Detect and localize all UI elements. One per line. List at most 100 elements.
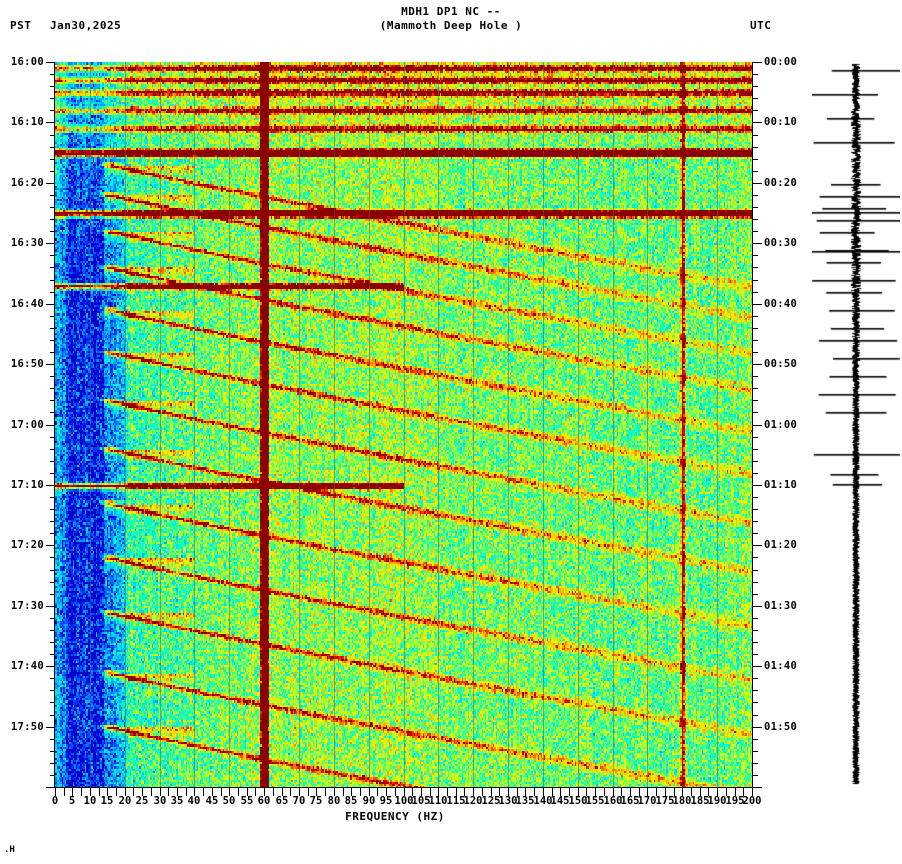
frequency-label: 60 — [257, 795, 271, 807]
time-tick-minor — [50, 449, 55, 450]
time-tick-minor — [753, 521, 758, 522]
frequency-label: 35 — [170, 795, 184, 807]
frequency-label: 10 — [83, 795, 97, 807]
time-tick-minor — [50, 618, 55, 619]
frequency-label: 130 — [498, 795, 518, 807]
frequency-label: 165 — [620, 795, 640, 807]
frequency-tick-minor — [412, 788, 413, 796]
frequency-tick-minor — [621, 788, 622, 796]
time-tick-minor — [50, 533, 55, 534]
time-tick-minor — [753, 86, 758, 87]
frequency-label: 135 — [515, 795, 535, 807]
frequency-label: 65 — [275, 795, 289, 807]
frequency-tick-minor — [186, 788, 187, 796]
frequency-tick — [212, 788, 213, 796]
time-tick-minor — [753, 340, 758, 341]
time-label-left: 17:40 — [10, 660, 44, 672]
time-tick-minor — [753, 255, 758, 256]
frequency-label: 40 — [187, 795, 201, 807]
frequency-tick — [90, 788, 91, 796]
time-tick-minor — [753, 219, 758, 220]
frequency-tick — [578, 788, 579, 796]
time-label-right: 01:40 — [764, 660, 798, 672]
time-tick-minor — [753, 292, 758, 293]
frequency-tick — [613, 788, 614, 796]
time-tick-minor — [753, 110, 758, 111]
time-tick-minor — [753, 497, 758, 498]
frequency-tick — [386, 788, 387, 796]
time-tick-minor — [50, 763, 55, 764]
frequency-label: 95 — [379, 795, 393, 807]
time-tick-minor — [50, 557, 55, 558]
frequency-tick-minor — [464, 788, 465, 796]
frequency-tick-minor — [360, 788, 361, 796]
time-label-right: 00:00 — [764, 56, 798, 68]
frequency-tick — [316, 788, 317, 796]
spectrogram-plot — [55, 62, 752, 787]
time-tick-minor — [753, 388, 758, 389]
frequency-tick-minor — [343, 788, 344, 796]
frequency-tick — [194, 788, 195, 796]
frequency-tick — [456, 788, 457, 796]
time-tick-minor — [50, 582, 55, 583]
time-label-left: 17:00 — [10, 419, 44, 431]
time-tick-major — [753, 243, 762, 244]
time-tick-minor — [50, 739, 55, 740]
frequency-label: 185 — [690, 795, 710, 807]
time-tick-minor — [50, 159, 55, 160]
spectrogram-canvas — [55, 62, 752, 787]
time-tick-minor — [753, 557, 758, 558]
seismogram-trace — [812, 60, 900, 790]
time-tick-minor — [753, 171, 758, 172]
time-tick-major — [46, 666, 55, 667]
time-tick-minor — [50, 98, 55, 99]
frequency-tick — [682, 788, 683, 796]
time-tick-minor — [50, 678, 55, 679]
frequency-tick — [543, 788, 544, 796]
frequency-axis-title: FREQUENCY (HZ) — [345, 810, 445, 823]
frequency-tick — [72, 788, 73, 796]
frequency-tick — [264, 788, 265, 796]
frequency-label: 55 — [240, 795, 254, 807]
frequency-tick — [334, 788, 335, 796]
time-tick-major — [46, 304, 55, 305]
time-tick-major — [753, 545, 762, 546]
frequency-label: 175 — [655, 795, 675, 807]
time-label-right: 01:20 — [764, 539, 798, 551]
frequency-label: 200 — [742, 795, 762, 807]
frequency-tick — [229, 788, 230, 796]
frequency-tick — [404, 788, 405, 796]
time-tick-minor — [753, 412, 758, 413]
frequency-tick — [665, 788, 666, 796]
frequency-tick-minor — [151, 788, 152, 796]
time-tick-minor — [50, 642, 55, 643]
frequency-tick — [247, 788, 248, 796]
frequency-tick-minor — [726, 788, 727, 796]
time-label-right: 00:10 — [764, 116, 798, 128]
frequency-tick-minor — [290, 788, 291, 796]
time-label-left: 17:20 — [10, 539, 44, 551]
time-tick-major — [46, 122, 55, 123]
time-tick-minor — [753, 267, 758, 268]
time-tick-major — [46, 787, 55, 788]
frequency-label: 170 — [637, 795, 657, 807]
frequency-tick — [491, 788, 492, 796]
time-tick-minor — [753, 461, 758, 462]
frequency-tick — [700, 788, 701, 796]
time-label-left: 16:00 — [10, 56, 44, 68]
frequency-label: 160 — [603, 795, 623, 807]
frequency-tick — [351, 788, 352, 796]
time-tick-minor — [753, 678, 758, 679]
time-tick-minor — [753, 509, 758, 510]
frequency-tick-minor — [656, 788, 657, 796]
frequency-tick-minor — [552, 788, 553, 796]
time-tick-minor — [50, 74, 55, 75]
frequency-label: 100 — [394, 795, 414, 807]
time-tick-minor — [753, 437, 758, 438]
frequency-tick — [299, 788, 300, 796]
time-axis-left-line — [54, 62, 55, 787]
time-tick-minor — [753, 690, 758, 691]
frequency-tick-minor — [81, 788, 82, 796]
time-axis-right-line — [752, 62, 753, 787]
frequency-label: 180 — [672, 795, 692, 807]
